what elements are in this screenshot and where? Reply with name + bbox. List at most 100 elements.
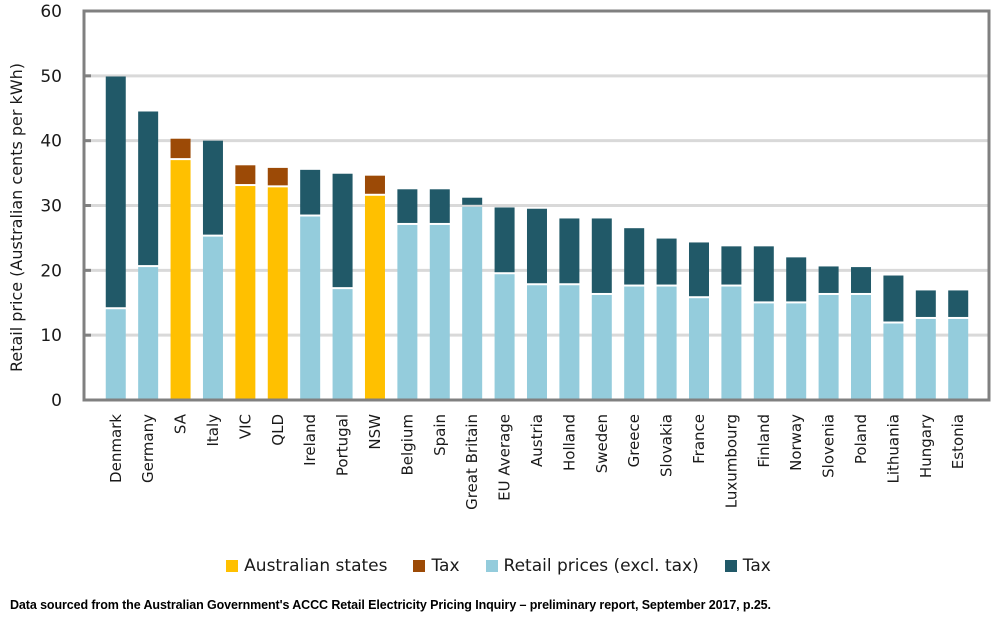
y-tick-label: 40 (40, 132, 62, 152)
x-tick-label: Ireland (301, 414, 319, 466)
bar-tax (624, 228, 645, 285)
x-tick-label: Holland (560, 414, 578, 471)
x-tick-label: Denmark (107, 414, 125, 483)
bar-group-finland (753, 246, 774, 399)
bar-retail-price (170, 160, 191, 399)
bar-retail-price (462, 206, 483, 399)
bar-retail-price (429, 224, 450, 399)
bar-retail-price (332, 289, 353, 399)
bar-group-sweden (591, 218, 612, 399)
bar-retail-price (818, 294, 839, 399)
x-tick-label: Belgium (398, 414, 416, 476)
bar-group-luxumbourg (721, 246, 742, 399)
bar-group-austria (526, 208, 547, 399)
legend-label: Tax (431, 556, 460, 576)
x-tick-label: Poland (852, 414, 870, 464)
bar-tax (786, 257, 807, 302)
x-tick-label: Estonia (949, 414, 967, 469)
bar-tax (170, 138, 191, 159)
y-tick-label: 0 (51, 391, 62, 411)
legend-item-australian-states: Australian states (226, 556, 387, 576)
legend-label: Tax (742, 556, 771, 576)
y-tick-label: 20 (40, 261, 62, 281)
bar-retail-price (915, 318, 936, 399)
bar-retail-price (656, 286, 677, 399)
y-axis-ticks: 0 10 20 30 40 50 60 (40, 2, 91, 411)
bar-group-norway (786, 257, 807, 399)
x-tick-label: NSW (366, 414, 384, 450)
bar-group-denmark (105, 76, 126, 399)
bar-retail-price (851, 294, 872, 399)
bar-tax (818, 266, 839, 293)
legend-swatch (485, 560, 498, 572)
bar-retail-price (559, 285, 580, 399)
bar-retail-price (591, 294, 612, 399)
x-tick-label: Sweden (593, 414, 611, 473)
bar-tax (138, 111, 159, 266)
bar-group-hungary (915, 290, 936, 399)
x-tick-label: Slovakia (658, 414, 676, 477)
bar-group-poland (851, 267, 872, 399)
legend-swatch (226, 560, 239, 572)
x-tick-label: SA (172, 413, 190, 434)
bar-tax (494, 207, 515, 273)
bar-retail-price (235, 186, 256, 399)
bar-retail-price (397, 224, 418, 399)
y-tick-label: 30 (40, 197, 62, 217)
x-tick-label: Luxumbourg (722, 414, 740, 508)
x-tick-label: Finland (755, 414, 773, 468)
bar-retail-price (138, 267, 159, 399)
bar-group-france (688, 242, 709, 399)
bar-retail-price (883, 323, 904, 399)
bar-tax (462, 197, 483, 205)
bar-tax (656, 238, 677, 285)
y-tick-label: 60 (40, 2, 62, 22)
bar-group-italy (202, 140, 223, 399)
bar-retail-price (202, 236, 223, 399)
bar-tax (559, 218, 580, 284)
x-axis-labels: Denmark Germany SA Italy VIC QLD Ireland Portug… (107, 413, 967, 510)
source-note: Data sourced from the Australian Governm… (10, 598, 771, 612)
bar-retail-price (753, 303, 774, 399)
x-tick-label: Greece (625, 414, 643, 467)
bar-tax (915, 290, 936, 317)
bar-group-ireland (300, 169, 321, 399)
bar-retail-price (494, 274, 515, 399)
bar-retail-price (300, 216, 321, 399)
x-tick-label: Spain (431, 414, 449, 456)
bar-retail-price (105, 309, 126, 399)
bar-tax (883, 275, 904, 322)
bar-group-vic (235, 165, 256, 399)
legend-label: Retail prices (excl. tax) (503, 556, 699, 576)
bar-group-spain (429, 189, 450, 399)
x-tick-label: Germany (139, 414, 157, 483)
x-tick-label: EU Average (496, 414, 514, 501)
x-tick-label: Austria (528, 414, 546, 467)
legend-item-retail-prices: Retail prices (excl. tax) (485, 556, 699, 576)
legend-label: Australian states (244, 556, 388, 576)
bar-tax (332, 173, 353, 288)
x-tick-label: Norway (787, 414, 805, 471)
bar-group-qld (267, 167, 288, 399)
bar-tax (397, 189, 418, 223)
bar-group-slovenia (818, 266, 839, 399)
bar-tax (721, 246, 742, 285)
bar-group-holland (559, 218, 580, 399)
bar-retail-price (267, 187, 288, 399)
bar-group-eu-average (494, 207, 515, 399)
y-tick-label: 50 (40, 67, 62, 87)
bar-tax (202, 140, 223, 235)
x-tick-label: Hungary (917, 414, 935, 478)
x-tick-label: Slovenia (820, 414, 838, 478)
legend-item-australian-tax: Tax (413, 556, 460, 576)
bar-tax (688, 242, 709, 297)
bar-group-germany (138, 111, 159, 399)
bar-tax (105, 76, 126, 308)
legend-item-tax: Tax (724, 556, 771, 576)
x-tick-label: Portugal (334, 414, 352, 476)
x-tick-label: Great Britain (463, 414, 481, 510)
y-tick-label: 10 (40, 326, 62, 346)
legend-swatch (724, 560, 737, 572)
bar-retail-price (948, 318, 969, 399)
bar-retail-price (721, 286, 742, 399)
